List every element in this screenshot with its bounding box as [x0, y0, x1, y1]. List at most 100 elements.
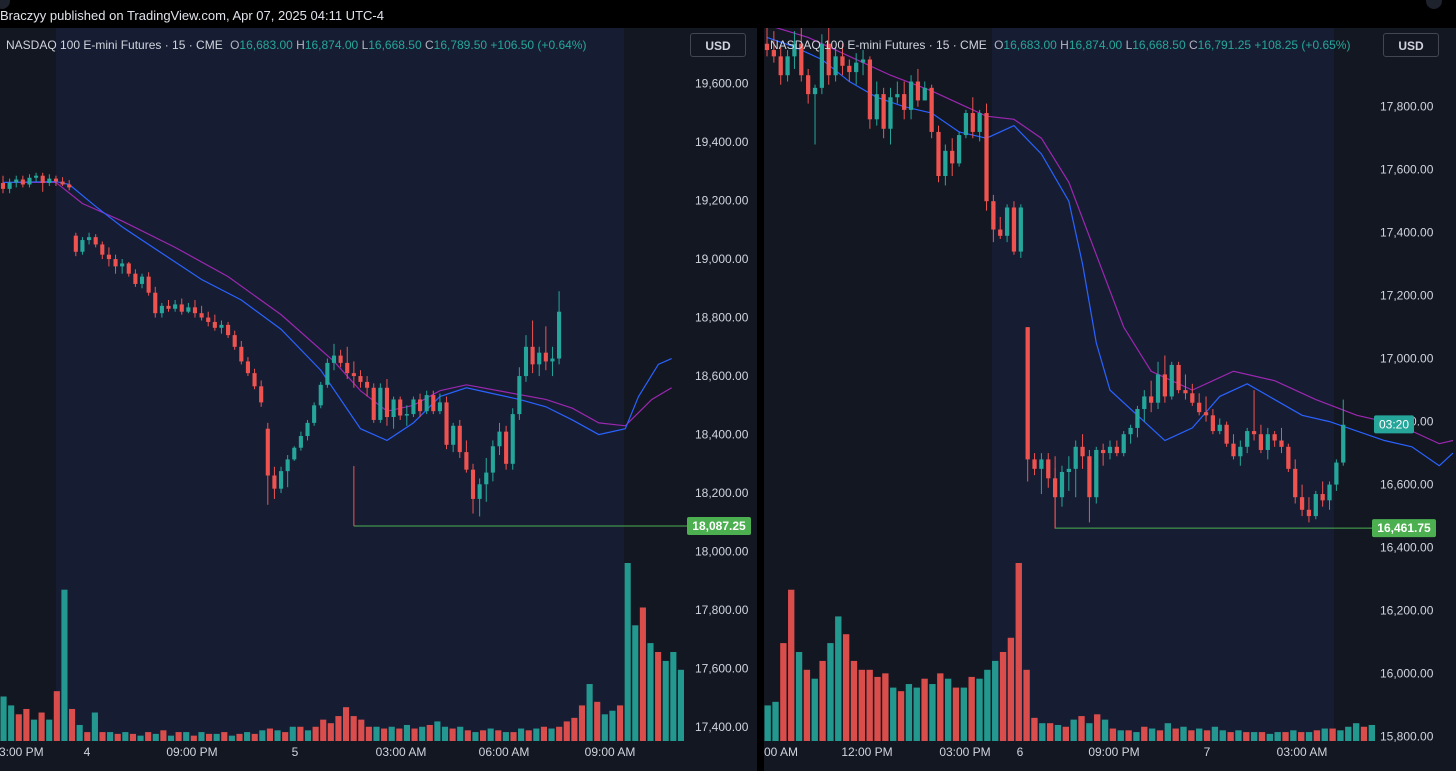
volume-bar — [198, 732, 205, 741]
candle — [173, 304, 178, 309]
candle — [860, 59, 866, 63]
chart-canvas-left[interactable]: 19,600.00 19,400.00 19,200.00 19,000.00 18,8… — [0, 28, 757, 771]
candle — [1272, 434, 1277, 441]
candle — [87, 237, 92, 241]
volume-bar — [1243, 732, 1250, 741]
candle — [1162, 374, 1168, 397]
candle — [1059, 472, 1065, 498]
y-tick-label: 16,600.00 — [1380, 478, 1434, 492]
volume-bar — [1196, 728, 1203, 741]
candle — [1135, 409, 1140, 428]
volume-bar — [396, 728, 403, 741]
candle — [1052, 478, 1058, 498]
legend-l-label: L — [1125, 38, 1133, 52]
volume-bar — [289, 726, 296, 741]
volume-bar — [1164, 723, 1171, 741]
volume-bar — [373, 726, 380, 741]
volume-bar — [960, 687, 967, 741]
candle — [833, 56, 838, 76]
candle — [1142, 396, 1147, 410]
top-bar: Braczyy published on TradingView.com, Ap… — [0, 0, 1456, 28]
volume-bar — [46, 719, 53, 741]
candle — [550, 358, 555, 362]
candle — [391, 399, 396, 418]
volume-bar — [655, 652, 662, 741]
candle — [543, 352, 548, 362]
volume-bar — [518, 728, 525, 741]
volume-bar — [1046, 723, 1054, 741]
candle — [259, 386, 264, 403]
candle — [325, 362, 330, 385]
volume-bar — [624, 563, 631, 741]
candle — [239, 346, 244, 362]
legend-symbol: NASDAQ 100 E-mini Futures · 15 · CME — [770, 38, 987, 52]
candle — [1224, 424, 1229, 444]
volume-bar — [632, 625, 639, 741]
volume-bar — [236, 733, 243, 741]
nav-right-icon[interactable] — [1426, 0, 1442, 9]
candle — [418, 399, 423, 412]
volume-bar — [586, 684, 593, 741]
candle — [384, 387, 390, 418]
candle — [1101, 449, 1106, 454]
nav-left-icon[interactable] — [0, 0, 10, 9]
volume-bar — [1062, 726, 1069, 741]
candle — [908, 81, 914, 110]
y-tick-label: 19,200.00 — [695, 194, 749, 208]
y-tick-label: 19,000.00 — [695, 252, 749, 266]
volume-bar — [1305, 732, 1313, 741]
candle — [192, 307, 198, 314]
candle — [1073, 446, 1078, 469]
currency-button-left[interactable]: USD — [690, 33, 746, 57]
volume-bar — [819, 660, 826, 741]
volume-bar — [244, 732, 251, 741]
volume-bar — [556, 726, 563, 741]
support-price-label: 18,087.25 — [692, 519, 746, 533]
volume-bar — [1172, 728, 1179, 741]
volume-bar — [1203, 730, 1211, 741]
volume-bar — [152, 733, 159, 741]
currency-button-right[interactable]: USD — [1383, 33, 1439, 57]
volume-bar — [1141, 726, 1148, 741]
candle — [1210, 415, 1216, 432]
volume-bar — [772, 701, 779, 741]
volume-bar — [259, 730, 266, 741]
legend-open: 16,683.00 — [239, 38, 293, 52]
candle — [305, 422, 310, 437]
y-tick-label: 18,800.00 — [695, 311, 749, 325]
legend-h-label: H — [296, 38, 305, 52]
candle — [1169, 364, 1174, 397]
candle — [984, 113, 989, 202]
candle — [1245, 431, 1250, 447]
chart-panel-left[interactable]: 19,600.00 19,400.00 19,200.00 19,000.00 18,8… — [0, 28, 757, 771]
volume-bar — [1070, 719, 1077, 741]
volume-bar — [921, 678, 928, 741]
y-tick-label: 16,000.00 — [1380, 667, 1434, 681]
chart-panel-right[interactable]: 17,800.00 17,600.00 17,400.00 17,200.00 17,0… — [764, 28, 1456, 771]
candle — [943, 150, 948, 176]
chart-canvas-right[interactable]: 17,800.00 17,600.00 17,400.00 17,200.00 17,0… — [764, 28, 1456, 771]
volume-bar — [472, 732, 479, 741]
volume-bar — [1086, 723, 1093, 741]
candle — [881, 94, 886, 129]
volume-bar — [1219, 730, 1226, 741]
y-tick-label: 17,000.00 — [1380, 352, 1434, 366]
candle — [537, 352, 542, 365]
candle — [166, 305, 171, 309]
volume-bar — [388, 726, 395, 741]
volume-bar — [976, 678, 983, 741]
volume-bar — [1078, 716, 1085, 741]
candle — [1190, 393, 1195, 403]
volume-bar — [858, 669, 865, 741]
legend-left: NASDAQ 100 E-mini Futures · 15 · CME O16… — [6, 38, 586, 52]
volume-bar — [1266, 733, 1273, 741]
volume-bar — [968, 676, 975, 741]
candle — [252, 373, 257, 387]
volume-bar — [999, 652, 1007, 741]
volume-bar — [1258, 732, 1266, 741]
candle — [146, 276, 151, 293]
panel-divider[interactable] — [757, 28, 764, 771]
candle — [902, 94, 907, 110]
volume-bar — [1094, 714, 1101, 741]
candle — [351, 373, 356, 377]
